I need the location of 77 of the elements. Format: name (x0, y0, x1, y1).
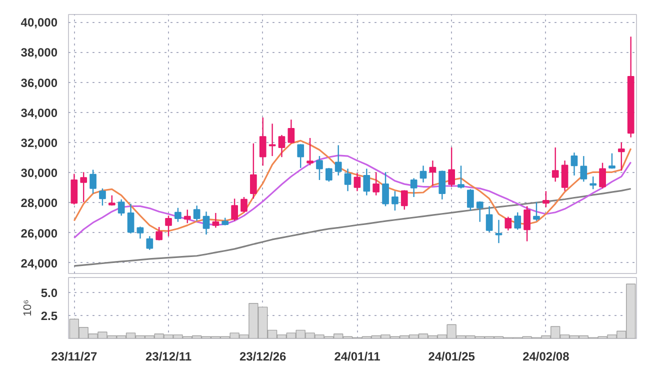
candlestick (268, 123, 276, 157)
x-tick-label: 24/01/11 (334, 350, 381, 364)
candlestick (438, 170, 446, 200)
candlestick (618, 142, 625, 172)
candlestick (552, 146, 559, 182)
candlestick (240, 196, 248, 213)
candlestick (259, 116, 266, 166)
candlestick (250, 142, 257, 200)
y-tick-label: 32,000 (20, 136, 58, 150)
x-tick-label: 24/02/08 (522, 350, 570, 364)
candlestick (127, 203, 134, 234)
x-tick-label: 23/11/27 (51, 350, 98, 364)
y-tick-label: 30,000 (20, 166, 58, 180)
candlestick (316, 155, 323, 181)
candlestick (599, 162, 606, 190)
y-tick-label: 34,000 (20, 106, 58, 120)
y-tick-label: 36,000 (20, 76, 58, 90)
candlestick (504, 216, 512, 232)
line-series (73, 188, 632, 267)
candlestick (608, 152, 616, 170)
candlestick (392, 190, 398, 212)
candlestick (363, 168, 370, 196)
candlestick (561, 160, 568, 192)
candlestick (344, 168, 352, 192)
y-axis-title: 10⁶ (22, 300, 34, 316)
candlestick (476, 200, 484, 222)
candlestick (99, 188, 106, 206)
candlestick (495, 219, 502, 244)
candlestick (354, 172, 361, 192)
candlestick (420, 165, 427, 183)
candlestick (590, 176, 597, 190)
y-tick-label: 38,000 (20, 46, 58, 60)
candlestick (202, 211, 210, 236)
candlestick (372, 172, 380, 196)
candlestick (429, 160, 436, 186)
candlestick (542, 190, 550, 208)
y-tick-label: 24,000 (20, 256, 58, 270)
x-tick-label: 23/12/26 (240, 350, 287, 364)
line-series (73, 154, 632, 239)
candlestick (118, 198, 125, 216)
y-tick-label: 40,000 (20, 16, 58, 30)
candlestick (458, 165, 464, 190)
candlestick (400, 190, 408, 210)
candlestick (193, 204, 200, 222)
candlestick (524, 206, 530, 242)
candlestick (297, 144, 304, 169)
candlestick (80, 172, 88, 203)
candlestick (410, 178, 418, 198)
candlestick (184, 209, 191, 224)
candlestick (231, 198, 238, 222)
candlestick (486, 206, 493, 233)
candlestick (570, 152, 578, 176)
candlestick (278, 134, 286, 158)
x-tick-label: 23/12/11 (145, 350, 192, 364)
y-tick-label: 28,000 (20, 196, 58, 210)
y-tick-label: 5.0 (40, 286, 58, 300)
candlestick (580, 155, 588, 182)
candlestick (156, 226, 163, 241)
candlestick (165, 215, 172, 237)
candlestick (174, 207, 182, 222)
candlestick (288, 119, 295, 144)
candlestick (212, 212, 220, 228)
candlestick (514, 212, 522, 230)
y-tick-label: 2.5 (40, 308, 58, 323)
candlestick (136, 226, 144, 240)
candlestick (334, 144, 342, 176)
candlestick (90, 169, 96, 194)
candlestick (533, 202, 540, 222)
candlestick (146, 236, 154, 250)
y-tick-label: 26,000 (20, 226, 58, 240)
candlestick (70, 173, 78, 206)
candlestick (382, 172, 389, 207)
candlestick (325, 167, 332, 182)
candlestick (467, 188, 474, 212)
candlestick (448, 146, 455, 188)
candlestick (306, 137, 314, 166)
x-tick-label: 24/01/25 (428, 350, 476, 364)
